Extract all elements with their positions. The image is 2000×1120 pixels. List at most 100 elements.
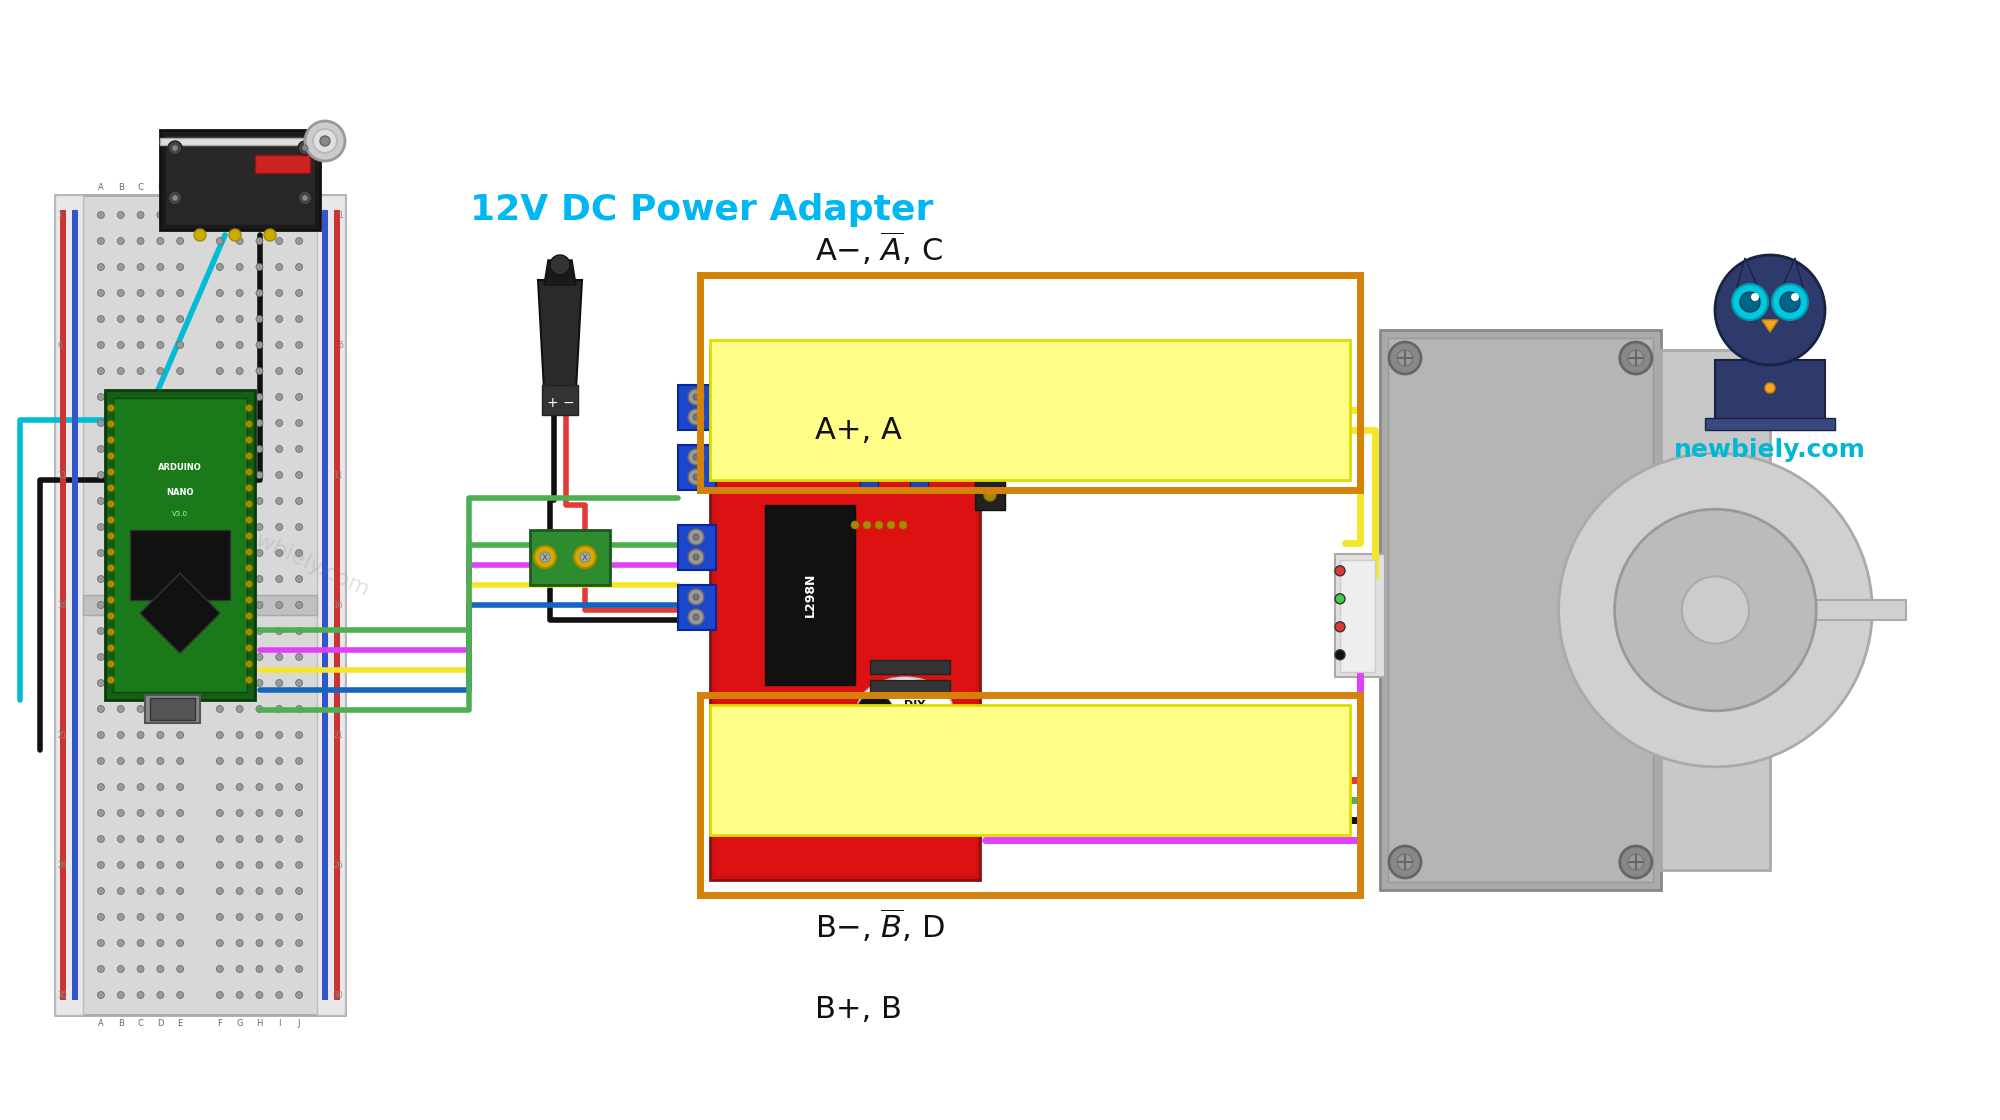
Polygon shape (1780, 258, 1804, 295)
Circle shape (108, 549, 114, 556)
Circle shape (694, 534, 700, 540)
Polygon shape (544, 260, 576, 284)
Circle shape (216, 861, 224, 868)
Circle shape (156, 263, 164, 271)
Circle shape (138, 965, 144, 972)
Circle shape (256, 991, 262, 999)
Circle shape (276, 965, 282, 972)
Circle shape (138, 472, 144, 478)
Text: ables: ables (902, 715, 928, 725)
Circle shape (276, 420, 282, 427)
Circle shape (216, 316, 224, 323)
Circle shape (298, 141, 312, 155)
Circle shape (236, 706, 244, 712)
Circle shape (216, 576, 224, 582)
Bar (1660, 351, 1770, 870)
Circle shape (156, 836, 164, 842)
Text: 6: 6 (338, 340, 344, 349)
Circle shape (176, 731, 184, 738)
Circle shape (1764, 383, 1776, 393)
Circle shape (118, 576, 124, 582)
Circle shape (296, 680, 302, 687)
Circle shape (550, 255, 570, 276)
Circle shape (296, 836, 302, 842)
Circle shape (296, 887, 302, 895)
Circle shape (296, 523, 302, 531)
Circle shape (118, 757, 124, 765)
Circle shape (1388, 846, 1420, 878)
Circle shape (118, 836, 124, 842)
Circle shape (276, 289, 282, 297)
Circle shape (98, 497, 104, 504)
Circle shape (856, 694, 892, 730)
Circle shape (118, 914, 124, 921)
Circle shape (688, 449, 704, 465)
Text: newbiely.com: newbiely.com (1674, 438, 1866, 463)
Circle shape (156, 784, 164, 791)
Circle shape (108, 661, 114, 668)
Circle shape (256, 393, 262, 401)
Circle shape (138, 627, 144, 635)
Text: J: J (298, 183, 300, 192)
Circle shape (246, 644, 252, 652)
Circle shape (236, 914, 244, 921)
Circle shape (176, 446, 184, 452)
Circle shape (256, 706, 262, 712)
Circle shape (108, 676, 114, 683)
Circle shape (276, 446, 282, 452)
Circle shape (216, 446, 224, 452)
Text: B: B (118, 183, 124, 192)
Circle shape (216, 914, 224, 921)
Circle shape (876, 521, 884, 529)
Circle shape (256, 627, 262, 635)
Circle shape (118, 991, 124, 999)
Circle shape (138, 861, 144, 868)
Text: 16: 16 (58, 600, 66, 609)
Circle shape (98, 446, 104, 452)
Circle shape (984, 799, 996, 811)
Circle shape (216, 731, 224, 738)
Circle shape (296, 316, 302, 323)
Text: G: G (236, 1018, 242, 1027)
Circle shape (296, 706, 302, 712)
Circle shape (236, 237, 244, 244)
Circle shape (1790, 293, 1798, 301)
Circle shape (236, 601, 244, 608)
Circle shape (694, 554, 700, 560)
Circle shape (236, 316, 244, 323)
Circle shape (1714, 255, 1824, 365)
Circle shape (216, 940, 224, 946)
Circle shape (296, 653, 302, 661)
Circle shape (256, 420, 262, 427)
Circle shape (176, 653, 184, 661)
Circle shape (176, 627, 184, 635)
Bar (114, 398, 248, 692)
Circle shape (246, 468, 252, 476)
Circle shape (156, 914, 164, 921)
Circle shape (156, 367, 164, 374)
Circle shape (256, 289, 262, 297)
Circle shape (276, 523, 282, 531)
Circle shape (276, 731, 282, 738)
Circle shape (236, 784, 244, 791)
Circle shape (108, 485, 114, 492)
Circle shape (216, 627, 224, 635)
Circle shape (156, 472, 164, 478)
Circle shape (118, 523, 124, 531)
Circle shape (296, 940, 302, 946)
Circle shape (246, 613, 252, 619)
Circle shape (276, 680, 282, 687)
Circle shape (216, 810, 224, 816)
Circle shape (138, 393, 144, 401)
Circle shape (276, 393, 282, 401)
Circle shape (888, 521, 896, 529)
Circle shape (276, 940, 282, 946)
Circle shape (216, 601, 224, 608)
Circle shape (236, 497, 244, 504)
Circle shape (236, 627, 244, 635)
Circle shape (98, 784, 104, 791)
Circle shape (108, 564, 114, 571)
Circle shape (236, 289, 244, 297)
Circle shape (276, 212, 282, 218)
Circle shape (138, 731, 144, 738)
